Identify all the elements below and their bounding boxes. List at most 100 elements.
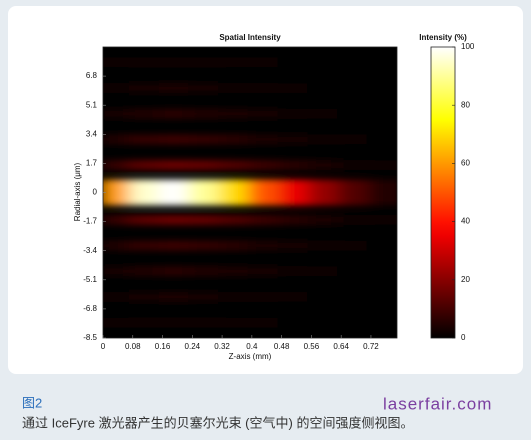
- x-tick-label: 0.32: [214, 342, 230, 351]
- heatmap-cell: [128, 83, 167, 94]
- x-tick-label: 0: [101, 342, 106, 351]
- heatmap-cell: [307, 134, 346, 145]
- colorbar-tick-label: 20: [461, 275, 470, 284]
- heatmap-cell: [218, 317, 256, 328]
- heatmap-cell: [277, 240, 316, 251]
- heatmap-cell: [366, 108, 397, 119]
- heatmap-cell: [277, 291, 316, 302]
- colorbar-tick-label: 40: [461, 217, 470, 226]
- colorbar-title: Intensity (%): [419, 33, 467, 42]
- heatmap-cell: [218, 83, 256, 94]
- heatmap-cell: [337, 317, 375, 328]
- heatmap-cell: [277, 57, 316, 68]
- heatmap-cell: [307, 291, 346, 302]
- heatmap-cell: [277, 160, 316, 171]
- heatmap-cell: [307, 214, 346, 225]
- heatmap-cell: [337, 108, 375, 119]
- heatmap-cell: [218, 214, 256, 225]
- heatmap-cell: [158, 160, 197, 171]
- heatmap-cell: [158, 317, 197, 328]
- heatmap-cell: [366, 266, 397, 277]
- heatmap-cell: [307, 83, 346, 94]
- y-tick-label: -6.8: [83, 304, 97, 313]
- heatmap-cell: [307, 240, 346, 251]
- heatmap-cell: [188, 214, 227, 225]
- colorbar-tick-label: 60: [461, 159, 470, 168]
- x-tick-label: 0.24: [185, 342, 201, 351]
- heatmap-cell: [247, 266, 286, 277]
- heatmap-cell: [366, 134, 397, 145]
- heatmap-cell: [103, 83, 137, 94]
- heatmap-cell: [158, 83, 197, 94]
- heatmap-cell: [128, 108, 167, 119]
- heatmap-cell: [188, 134, 227, 145]
- heatmap-cell: [128, 160, 167, 171]
- colorbar-tick-label: 80: [461, 100, 470, 109]
- heatmap-cell: [103, 134, 137, 145]
- heatmap-cell: [188, 317, 227, 328]
- heatmap-cell: [103, 108, 137, 119]
- x-tick-label: 0.56: [304, 342, 320, 351]
- heatmap-cell: [188, 266, 227, 277]
- heatmap-cell: [337, 83, 375, 94]
- heatmap-cell: [337, 291, 375, 302]
- heatmap-cell: [366, 317, 397, 328]
- heatmap-cell: [307, 266, 346, 277]
- heatmap-cell: [277, 317, 316, 328]
- heatmap-cell: [337, 266, 375, 277]
- heatmap-cell: [188, 160, 227, 171]
- caption-text: 通过 IceFyre 激光器产生的贝塞尔光束 (空气中) 的空间强度侧视图。: [22, 415, 413, 430]
- heatmap-cell: [277, 266, 316, 277]
- heatmap-cell: [307, 160, 346, 171]
- heatmap-cell: [128, 317, 167, 328]
- y-tick-label: -1.7: [83, 217, 97, 226]
- heatmap-cell: [128, 214, 167, 225]
- heatmap-cell: [158, 57, 197, 68]
- heatmap-cell: [366, 83, 397, 94]
- heatmap-cell: [103, 214, 137, 225]
- heatmap-cell: [158, 108, 197, 119]
- heatmap-cell: [128, 240, 167, 251]
- x-axis-label: Z-axis (mm): [229, 352, 272, 361]
- heatmap-cell: [337, 134, 375, 145]
- x-tick-label: 0.64: [333, 342, 349, 351]
- heatmap-cell: [218, 160, 256, 171]
- heatmap-cell: [188, 291, 227, 302]
- heatmap-cell: [188, 240, 227, 251]
- heatmap-cell: [247, 57, 286, 68]
- heatmap-cell: [247, 108, 286, 119]
- heatmap-cell: [188, 108, 227, 119]
- heatmap-cell: [158, 291, 197, 302]
- colorbar-tick-label: 0: [461, 333, 466, 342]
- heatmap-cell: [218, 108, 256, 119]
- heatmap-cell: [337, 160, 375, 171]
- heatmap-cell: [218, 240, 256, 251]
- heatmap-cell: [307, 108, 346, 119]
- heatmap-cell: [247, 214, 286, 225]
- heatmap-cell: [103, 57, 137, 68]
- heatmap-cell: [128, 291, 167, 302]
- heatmap-cell: [307, 317, 346, 328]
- heatmap-cell: [277, 108, 316, 119]
- heatmap-cell: [103, 160, 137, 171]
- y-tick-label: -3.4: [83, 246, 97, 255]
- heatmap-cell: [218, 266, 256, 277]
- y-tick-label: 1.7: [86, 159, 98, 168]
- heatmap-cell: [188, 57, 227, 68]
- heatmap-cell: [158, 266, 197, 277]
- heatmap-cell: [277, 214, 316, 225]
- heatmap-cell: [247, 83, 286, 94]
- heatmap-cell: [128, 57, 167, 68]
- heatmap-cell: [366, 57, 397, 68]
- heatmap-cell: [307, 57, 346, 68]
- heatmap-cell: [128, 134, 167, 145]
- heatmap-cell: [247, 160, 286, 171]
- x-tick-label: 0.4: [246, 342, 258, 351]
- heatmap-cell: [247, 317, 286, 328]
- y-tick-label: 0: [93, 188, 98, 197]
- heatmap-cell: [337, 240, 375, 251]
- y-tick-label: 5.1: [86, 100, 98, 109]
- heatmap-cell: [158, 214, 197, 225]
